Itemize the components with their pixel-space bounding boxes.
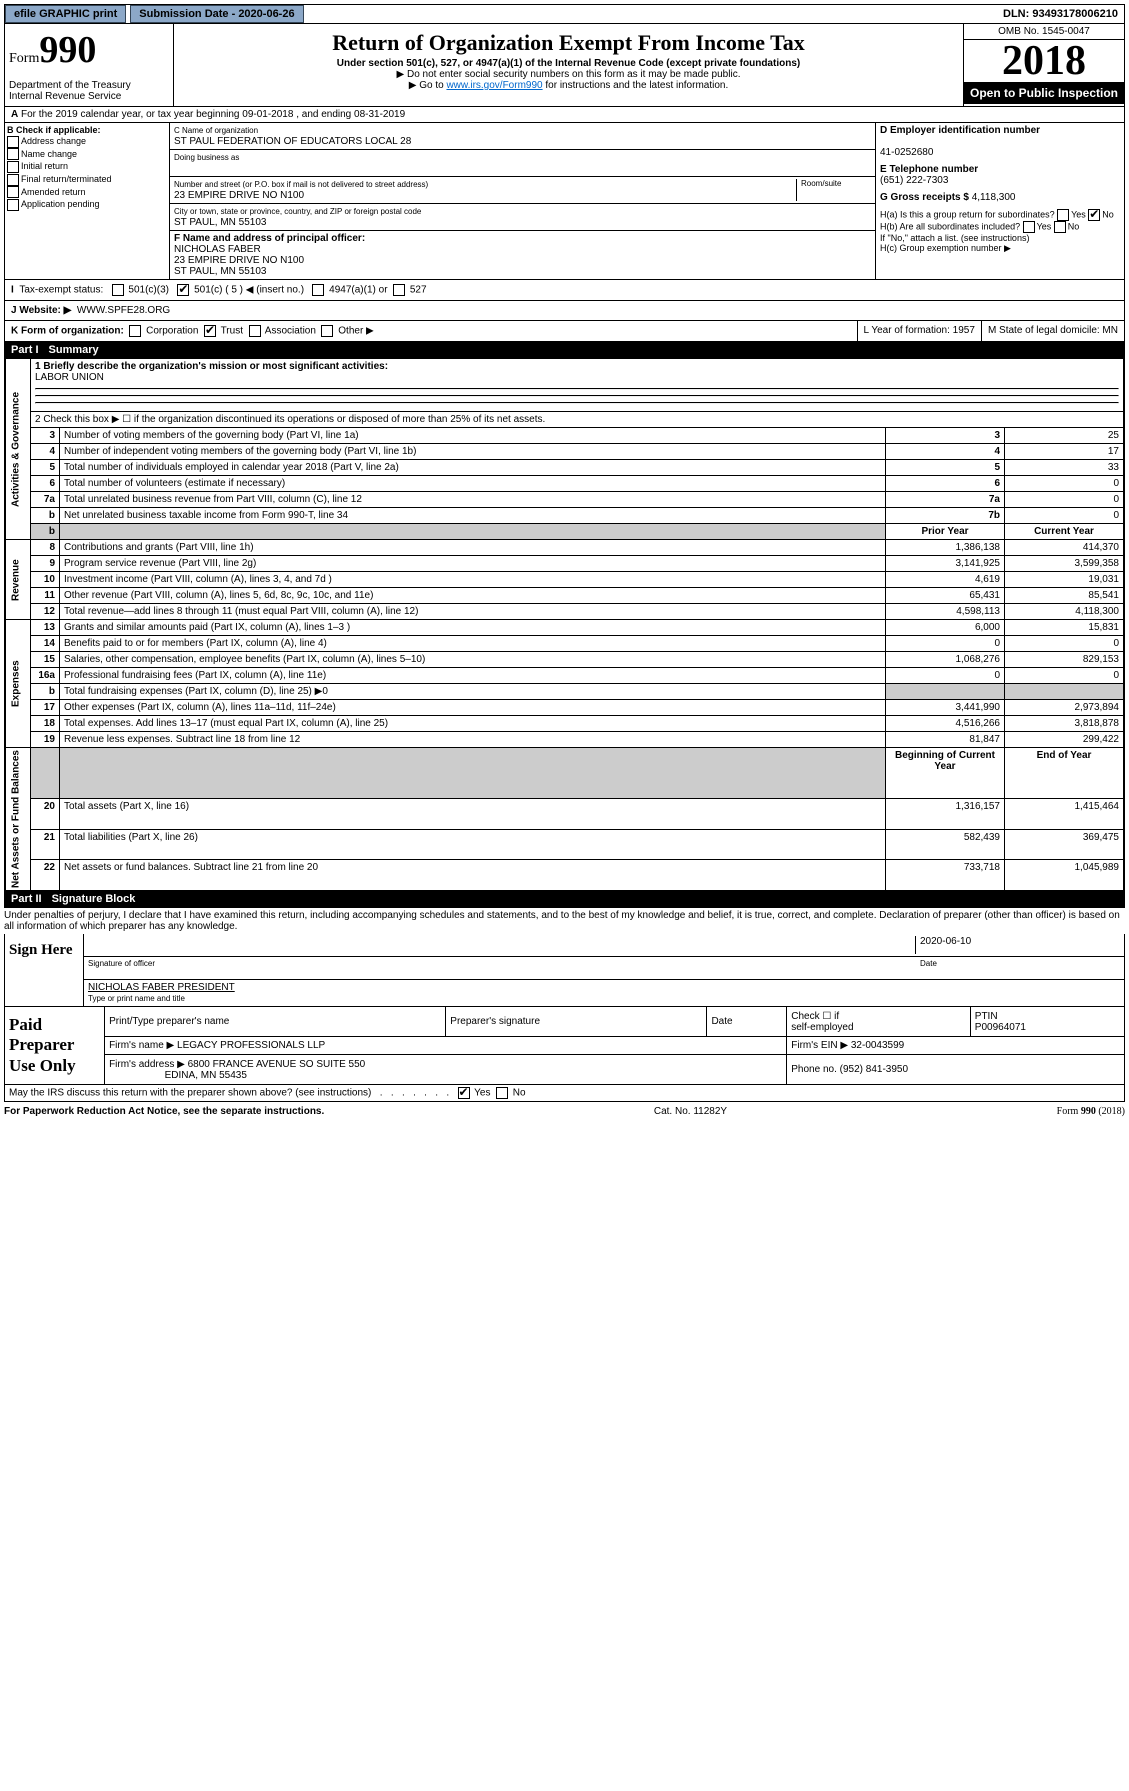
dln: DLN: 93493178006210 [1003,8,1124,20]
subtitle-1: Under section 501(c), 527, or 4947(a)(1)… [178,58,959,69]
vert-expenses: Expenses [6,620,31,748]
form-number-block: Form990 Department of the Treasury Inter… [5,24,174,106]
tax-status: I Tax-exempt status: 501(c)(3) 501(c) ( … [5,280,1124,301]
preparer-block: Paid Preparer Use Only Print/Type prepar… [4,1007,1125,1085]
sign-block: Sign Here 2020-06-10 Signature of office… [4,934,1125,1007]
top-bar: efile GRAPHIC print Submission Date - 20… [4,4,1125,24]
k-row: K Form of organization: Corporation Trus… [5,321,1124,342]
submission-date: Submission Date - 2020-06-26 [130,5,303,23]
title-block: Return of Organization Exempt From Incom… [174,24,963,106]
col-c: C Name of organizationST PAUL FEDERATION… [170,123,876,279]
open-inspection: Open to Public Inspection [964,82,1124,104]
year-block: OMB No. 1545-0047 2018 Open to Public In… [963,24,1124,106]
instructions-link[interactable]: www.irs.gov/Form990 [446,80,542,91]
form-title: Return of Organization Exempt From Incom… [178,30,959,56]
vert-revenue: Revenue [6,540,31,620]
part1-header: Part ISummary [5,342,1124,358]
tax-year: 2018 [964,40,1124,82]
dept: Department of the Treasury Internal Reve… [9,80,169,102]
subtitle-2: ▶ Do not enter social security numbers o… [178,69,959,80]
vert-governance: Activities & Governance [6,359,31,540]
part2-header: Part IISignature Block [5,891,1124,907]
summary-table: Activities & Governance 1 Briefly descri… [5,358,1124,891]
website-row: J Website: ▶ WWW.SPFE28.ORG [5,301,1124,321]
col-d: D Employer identification number41-02526… [876,123,1124,279]
efile-button[interactable]: efile GRAPHIC print [5,5,126,23]
discuss-row: May the IRS discuss this return with the… [4,1085,1125,1102]
col-b-checkboxes: B Check if applicable: Address change Na… [5,123,170,279]
form-main: Form990 Department of the Treasury Inter… [4,24,1125,908]
line-a: A For the 2019 calendar year, or tax yea… [5,107,1124,123]
footer: For Paperwork Reduction Act Notice, see … [4,1102,1125,1121]
penalty-text: Under penalties of perjury, I declare th… [4,908,1125,934]
vert-net: Net Assets or Fund Balances [6,748,31,891]
